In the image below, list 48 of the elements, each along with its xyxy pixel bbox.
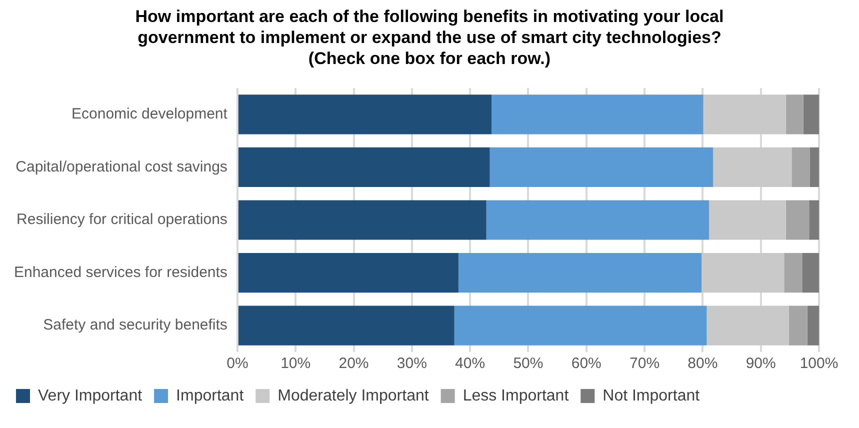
bar [792, 147, 810, 187]
x-tick-label: 60% [571, 355, 602, 372]
bar [238, 94, 492, 134]
legend-label: Not Important [602, 387, 700, 404]
bar [803, 94, 819, 134]
bar [709, 200, 786, 240]
bar [784, 253, 802, 293]
bar [807, 306, 819, 346]
bar [238, 253, 458, 293]
x-tick-label: 0% [226, 355, 248, 372]
bar [809, 200, 819, 240]
bar [458, 253, 702, 293]
y-tick-label: Safety and security benefits [43, 316, 228, 334]
bar [703, 94, 786, 134]
x-tick-label: 100% [800, 355, 838, 372]
x-tick-label: 30% [396, 355, 427, 372]
bar [786, 200, 810, 240]
x-tick-label: 40% [455, 355, 486, 372]
legend-label: Moderately Important [278, 387, 430, 404]
bar [786, 94, 804, 134]
bar [702, 253, 784, 293]
bar [810, 147, 819, 187]
x-tick-label: 10% [280, 355, 311, 372]
bar [486, 200, 710, 240]
x-tick-label: 50% [513, 355, 544, 372]
chart-title: How important are each of the following benefits in motivating your local government to implement or expand the use of smart city technologies? [134, 6, 725, 48]
y-tick-label: Economic development [72, 106, 228, 123]
legend-label: Important [176, 387, 244, 404]
bar [802, 253, 819, 293]
bar [238, 147, 490, 187]
y-tick-label: Capital/operational cost savings [16, 158, 228, 176]
x-tick-label: 90% [746, 355, 776, 372]
bar [490, 147, 714, 187]
bar [238, 306, 454, 346]
chart-subtitle: (Check one box for each row.) [307, 48, 552, 69]
y-tick-label: Resiliency for critical operations [16, 211, 228, 228]
x-tick-label: 20% [338, 355, 369, 372]
legend-label: Very Important [38, 387, 143, 404]
bar [713, 147, 792, 187]
legend-label: Less Important [462, 387, 570, 404]
bar [706, 306, 789, 346]
bar [788, 306, 808, 346]
y-tick-label: Enhanced services for residents [14, 264, 228, 281]
bar [492, 94, 704, 134]
bar [454, 306, 707, 346]
x-tick-label: 70% [630, 355, 660, 372]
bar [238, 200, 486, 240]
x-tick-label: 80% [688, 355, 718, 372]
